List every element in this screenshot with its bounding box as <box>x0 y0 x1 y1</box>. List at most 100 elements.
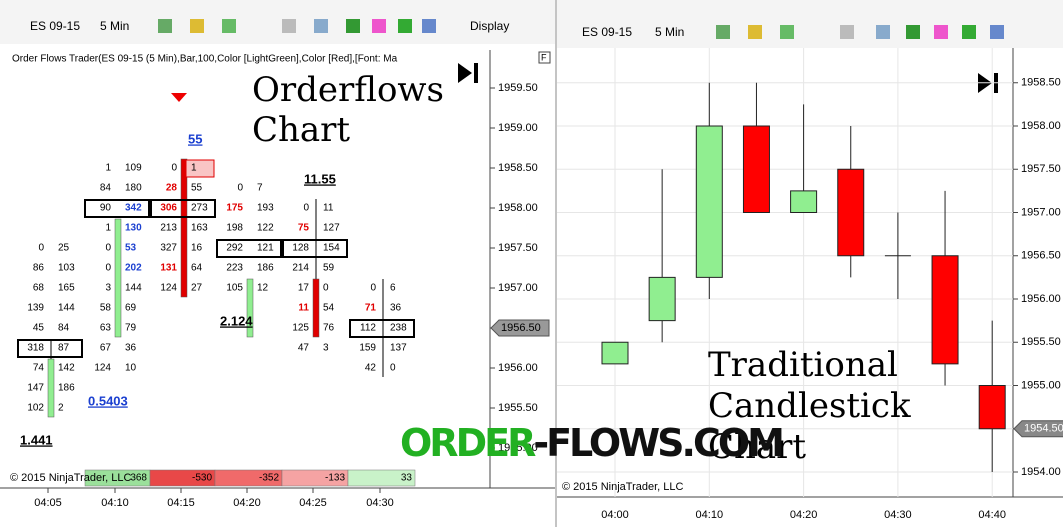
ask-volume: 154 <box>323 243 340 254</box>
icon[interactable] <box>314 19 328 33</box>
current-price-label: 1956.50 <box>501 322 541 334</box>
imbalance-box <box>150 199 216 218</box>
bid-volume: 292 <box>226 243 243 254</box>
bid-volume: 0 <box>171 163 177 174</box>
icon[interactable] <box>282 19 296 33</box>
imbalance-box <box>17 339 83 358</box>
bid-volume: 17 <box>298 283 310 294</box>
copyright: © 2015 NinjaTrader, LLC <box>10 472 131 484</box>
price-label: 1959.50 <box>498 82 538 94</box>
interval[interactable]: 5 Min <box>655 25 684 39</box>
scroll-end[interactable] <box>458 63 478 83</box>
bid-volume: 327 <box>160 243 177 254</box>
ask-volume: 87 <box>58 343 70 354</box>
icon[interactable] <box>422 19 436 33</box>
instrument[interactable]: ES 09-15 <box>582 25 632 39</box>
panel-button-label[interactable]: F <box>541 52 547 62</box>
icon[interactable] <box>158 19 172 33</box>
icon[interactable] <box>190 19 204 33</box>
icon[interactable] <box>876 25 890 39</box>
bid-volume: 47 <box>298 343 310 354</box>
price-label: 1958.00 <box>1021 120 1061 132</box>
panel-button[interactable] <box>538 51 551 64</box>
overlay-title: Chart <box>252 110 350 150</box>
time-label: 04:00 <box>601 509 629 521</box>
candle-body <box>47 358 55 418</box>
price-label: 1956.00 <box>498 362 538 374</box>
icon[interactable] <box>840 25 854 39</box>
icon[interactable] <box>346 19 360 33</box>
icon[interactable] <box>372 19 386 33</box>
bid-volume: 63 <box>100 323 112 334</box>
bid-volume: 124 <box>94 363 111 374</box>
ask-volume: 121 <box>257 243 274 254</box>
icon[interactable] <box>222 19 236 33</box>
current-price-box <box>490 319 550 337</box>
bid-volume: 67 <box>100 343 112 354</box>
candle-body <box>601 341 629 365</box>
bid-volume: 318 <box>27 343 44 354</box>
bid-volume: 28 <box>166 183 178 194</box>
overlay-title: Candlestick <box>708 386 911 426</box>
ask-volume: 11 <box>323 203 334 214</box>
bid-volume: 147 <box>27 383 44 394</box>
icon[interactable] <box>398 19 412 33</box>
bid-volume: 11 <box>298 303 309 314</box>
bid-volume: 306 <box>160 203 177 214</box>
price-label: 1958.50 <box>498 162 538 174</box>
candle-body <box>180 158 188 298</box>
bid-volume: 84 <box>100 183 112 194</box>
price-label: 1955.50 <box>498 402 538 414</box>
time-label: 04:15 <box>167 497 195 509</box>
bid-volume: 90 <box>100 203 112 214</box>
icon[interactable] <box>962 25 976 39</box>
ask-volume: 193 <box>257 203 274 214</box>
icon[interactable] <box>934 25 948 39</box>
price-label: 1958.00 <box>498 202 538 214</box>
candle-body <box>742 125 770 213</box>
watermark-part: ORDER <box>400 421 536 465</box>
imbalance-box <box>216 239 282 258</box>
annotation: 1.441 <box>20 432 53 447</box>
ask-volume: 2 <box>58 403 64 414</box>
candle-body <box>978 385 1006 430</box>
ask-volume: 144 <box>58 303 75 314</box>
price-label: 1956.00 <box>1021 293 1061 305</box>
ask-volume: 79 <box>125 323 137 334</box>
instrument[interactable]: ES 09-15 <box>30 19 80 33</box>
bid-volume: 0 <box>105 243 111 254</box>
ask-volume: 25 <box>58 243 70 254</box>
bid-volume: 1 <box>105 223 111 234</box>
bid-volume: 175 <box>226 203 243 214</box>
bid-volume: 124 <box>160 283 177 294</box>
time-label: 04:40 <box>978 509 1006 521</box>
bid-volume: 139 <box>27 303 44 314</box>
price-label: 1954.00 <box>1021 466 1061 478</box>
candle-body <box>837 168 865 257</box>
ask-volume: 186 <box>58 383 75 394</box>
candle-body <box>648 276 676 322</box>
ask-volume: 130 <box>125 223 142 234</box>
display-menu[interactable]: Display <box>470 19 509 33</box>
bid-volume: 58 <box>100 303 112 314</box>
ask-volume: 0 <box>323 283 329 294</box>
icon[interactable] <box>780 25 794 39</box>
time-label: 04:30 <box>366 497 394 509</box>
ask-volume: 12 <box>257 283 269 294</box>
bid-volume: 68 <box>33 283 45 294</box>
ask-volume: 10 <box>125 363 137 374</box>
delta-label: 368 <box>130 473 147 484</box>
annotation: 2.124 <box>220 313 253 328</box>
icon[interactable] <box>990 25 1004 39</box>
ask-volume: 69 <box>125 303 137 314</box>
icon[interactable] <box>748 25 762 39</box>
icon[interactable] <box>906 25 920 39</box>
interval[interactable]: 5 Min <box>100 19 129 33</box>
icon[interactable] <box>716 25 730 39</box>
delta-label: -133 <box>325 473 345 484</box>
ask-volume: 202 <box>125 263 142 274</box>
time-label: 04:20 <box>790 509 818 521</box>
bid-volume: 42 <box>365 363 377 374</box>
delta-label: 33 <box>401 473 413 484</box>
